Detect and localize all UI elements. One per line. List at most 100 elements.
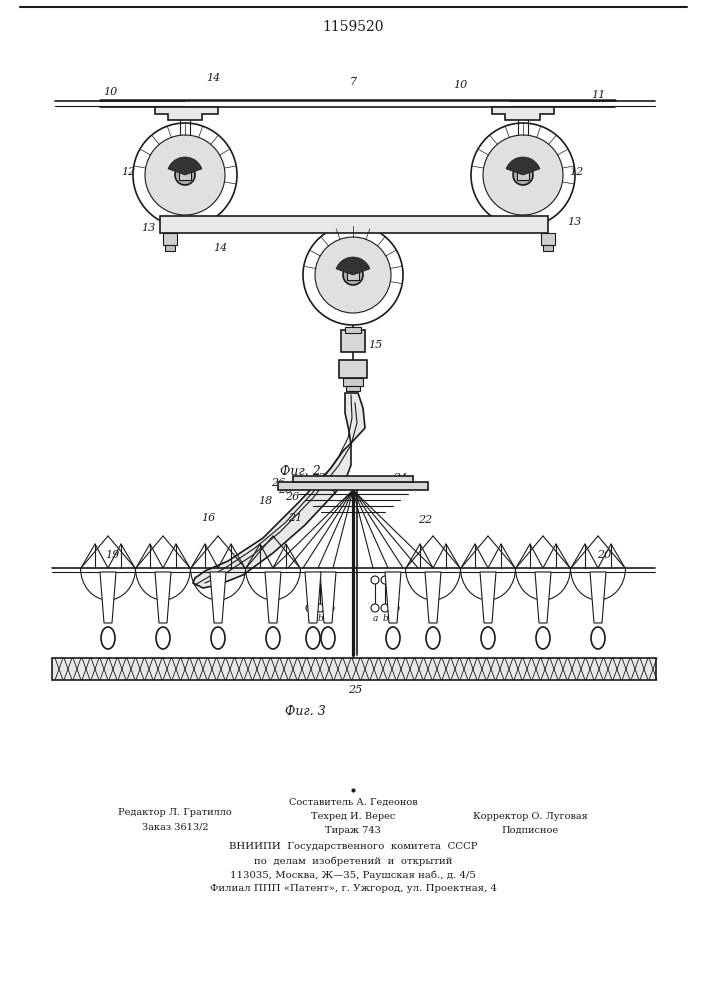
Bar <box>543 245 553 251</box>
Bar <box>541 233 555 245</box>
Ellipse shape <box>481 627 495 649</box>
Bar <box>293 476 413 482</box>
Ellipse shape <box>156 627 170 649</box>
Circle shape <box>381 576 389 584</box>
Bar <box>339 360 367 378</box>
Text: Корректор О. Луговая: Корректор О. Луговая <box>472 812 588 821</box>
Text: 12: 12 <box>121 167 135 177</box>
Ellipse shape <box>386 627 400 649</box>
Ellipse shape <box>321 627 335 649</box>
Text: c: c <box>392 614 397 623</box>
Circle shape <box>391 604 399 612</box>
Text: a: a <box>373 614 378 623</box>
Bar <box>278 482 428 490</box>
Circle shape <box>326 576 334 584</box>
Circle shape <box>306 604 314 612</box>
Text: 26: 26 <box>278 485 292 495</box>
Ellipse shape <box>101 627 115 649</box>
Ellipse shape <box>306 627 320 649</box>
Text: c: c <box>327 614 332 623</box>
Text: b: b <box>382 614 388 623</box>
Bar <box>341 330 365 352</box>
Text: 11: 11 <box>591 90 605 100</box>
Polygon shape <box>210 572 226 623</box>
Text: 15: 15 <box>368 340 382 350</box>
Bar <box>347 270 359 280</box>
Text: a: a <box>308 614 312 623</box>
Text: b: b <box>317 614 323 623</box>
Circle shape <box>303 225 403 325</box>
Text: 21: 21 <box>288 513 302 523</box>
Circle shape <box>175 165 195 185</box>
Polygon shape <box>425 572 441 623</box>
Ellipse shape <box>591 627 605 649</box>
Circle shape <box>306 576 314 584</box>
Polygon shape <box>193 393 365 588</box>
Text: 10: 10 <box>453 80 467 90</box>
Circle shape <box>343 265 363 285</box>
Polygon shape <box>385 572 401 623</box>
Text: 24: 24 <box>393 473 407 483</box>
Text: по  делам  изобретений  и  открытий: по делам изобретений и открытий <box>254 856 452 865</box>
Circle shape <box>371 604 379 612</box>
Text: 26: 26 <box>271 478 285 488</box>
Text: 23: 23 <box>311 473 325 483</box>
Circle shape <box>316 576 324 584</box>
Bar <box>160 216 548 233</box>
Ellipse shape <box>211 627 225 649</box>
Bar <box>165 245 175 251</box>
Text: Филиал ППП «Патент», г. Ужгород, ул. Проектная, 4: Филиал ППП «Патент», г. Ужгород, ул. Про… <box>209 884 496 893</box>
Polygon shape <box>155 107 218 120</box>
Text: Составитель А. Гедеонов: Составитель А. Гедеонов <box>288 798 417 807</box>
Wedge shape <box>506 157 540 175</box>
Polygon shape <box>100 572 116 623</box>
Circle shape <box>391 576 399 584</box>
Text: Заказ 3613/2: Заказ 3613/2 <box>141 822 209 831</box>
Circle shape <box>133 123 237 227</box>
Bar <box>343 378 363 386</box>
Text: Техред И. Верес: Техред И. Верес <box>311 812 395 821</box>
Text: 20: 20 <box>597 550 611 560</box>
Ellipse shape <box>266 627 280 649</box>
Bar <box>179 170 191 180</box>
Text: 1159520: 1159520 <box>322 20 384 34</box>
Circle shape <box>326 604 334 612</box>
Ellipse shape <box>536 627 550 649</box>
Circle shape <box>381 604 389 612</box>
Circle shape <box>483 135 563 215</box>
Polygon shape <box>492 107 554 120</box>
Text: 113035, Москва, Ж—35, Раушская наб., д. 4/5: 113035, Москва, Ж—35, Раушская наб., д. … <box>230 870 476 880</box>
Circle shape <box>371 576 379 584</box>
Text: 13: 13 <box>141 223 155 233</box>
Wedge shape <box>168 157 202 175</box>
Wedge shape <box>336 257 370 275</box>
Circle shape <box>513 165 533 185</box>
Circle shape <box>145 135 225 215</box>
Text: 14: 14 <box>206 73 220 83</box>
Text: Подписное: Подписное <box>501 826 559 835</box>
Text: 7: 7 <box>349 77 356 87</box>
Text: 12: 12 <box>569 167 583 177</box>
Polygon shape <box>590 572 606 623</box>
Text: 26: 26 <box>285 492 299 502</box>
Text: 16: 16 <box>201 513 215 523</box>
Text: Тираж 743: Тираж 743 <box>325 826 381 835</box>
Text: Фиг. 3: Фиг. 3 <box>285 705 325 718</box>
Text: 14: 14 <box>213 243 227 253</box>
Text: Редактор Л. Гратилло: Редактор Л. Гратилло <box>118 808 232 817</box>
Text: 10: 10 <box>103 87 117 97</box>
Text: 18: 18 <box>258 496 272 506</box>
Polygon shape <box>480 572 496 623</box>
Circle shape <box>316 604 324 612</box>
Ellipse shape <box>426 627 440 649</box>
Text: 13: 13 <box>567 217 581 227</box>
Text: Фиг. 2: Фиг. 2 <box>280 465 320 478</box>
Text: 19: 19 <box>105 550 119 560</box>
Bar <box>346 386 360 391</box>
Bar <box>163 233 177 245</box>
Bar <box>52 658 656 680</box>
Polygon shape <box>305 572 321 623</box>
Text: 22: 22 <box>418 515 432 525</box>
Text: ВНИИПИ  Государственного  комитета  СССР: ВНИИПИ Государственного комитета СССР <box>229 842 477 851</box>
Text: 17: 17 <box>375 300 389 310</box>
